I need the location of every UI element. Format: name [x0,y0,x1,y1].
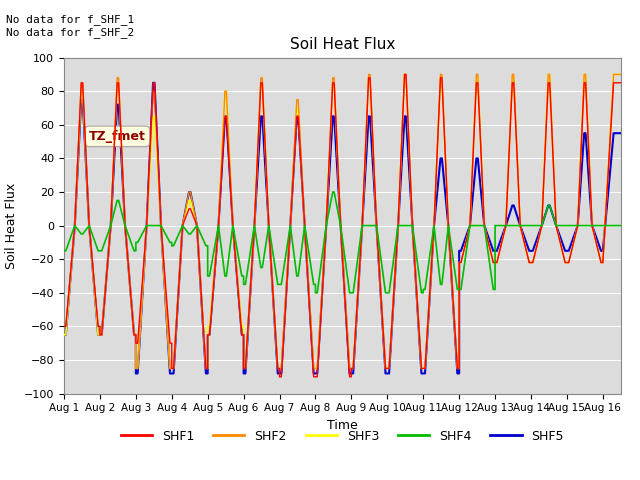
SHF1 [599,260,607,265]
SHF3 [401,72,408,77]
SHF2 [365,72,372,77]
Line: SHF4: SHF4 [64,192,621,293]
SHF2 [599,260,607,265]
SHF5 [132,371,140,376]
SHF4 [187,231,195,237]
SHF4 [419,290,427,296]
SHF3 [617,72,625,77]
Line: SHF5: SHF5 [64,83,621,373]
SHF5 [241,371,249,376]
SHF1 [276,374,284,380]
SHF5 [366,114,374,120]
SHF4 [312,290,319,296]
SHF1 [60,324,68,329]
Y-axis label: Soil Heat Flux: Soil Heat Flux [5,182,19,269]
Line: SHF3: SHF3 [64,74,621,369]
SHF3 [132,366,140,372]
SHF4 [60,248,68,253]
SHF2 [366,72,374,77]
SHF2 [132,366,140,372]
SHF5 [149,80,157,86]
SHF3 [60,332,68,338]
SHF5 [419,371,427,376]
SHF2 [193,223,201,228]
Text: TZ_fmet: TZ_fmet [89,130,146,143]
SHF3 [365,75,372,81]
SHF2 [574,223,582,228]
SHF2 [617,72,625,77]
Line: SHF1: SHF1 [64,74,621,377]
SHF2 [60,324,68,329]
SHF1 [187,206,195,212]
SHF5 [60,332,68,338]
SHF5 [202,371,210,376]
SHF5 [617,131,625,136]
SHF1 [401,72,408,77]
SHF4 [574,223,582,228]
SHF1 [240,332,248,338]
SHF4 [617,223,625,228]
SHF1 [419,366,427,372]
SHF3 [599,260,607,265]
SHF4 [366,223,374,228]
SHF1 [365,75,372,81]
Line: SHF2: SHF2 [64,74,621,369]
SHF1 [574,223,582,228]
SHF4 [240,273,248,279]
SHF1 [617,80,625,86]
SHF3 [574,223,582,228]
SHF5 [574,223,582,228]
SHF5 [599,248,607,253]
SHF2 [240,366,248,372]
SHF2 [419,366,427,372]
X-axis label: Time: Time [327,419,358,432]
Legend: SHF1, SHF2, SHF3, SHF4, SHF5: SHF1, SHF2, SHF3, SHF4, SHF5 [116,425,569,448]
Title: Soil Heat Flux: Soil Heat Flux [290,37,395,52]
Text: No data for f_SHF_1
No data for f_SHF_2: No data for f_SHF_1 No data for f_SHF_2 [6,14,134,38]
SHF3 [419,366,427,372]
SHF3 [193,223,201,228]
SHF3 [240,366,248,372]
SHF4 [329,189,337,195]
SHF4 [599,223,607,228]
